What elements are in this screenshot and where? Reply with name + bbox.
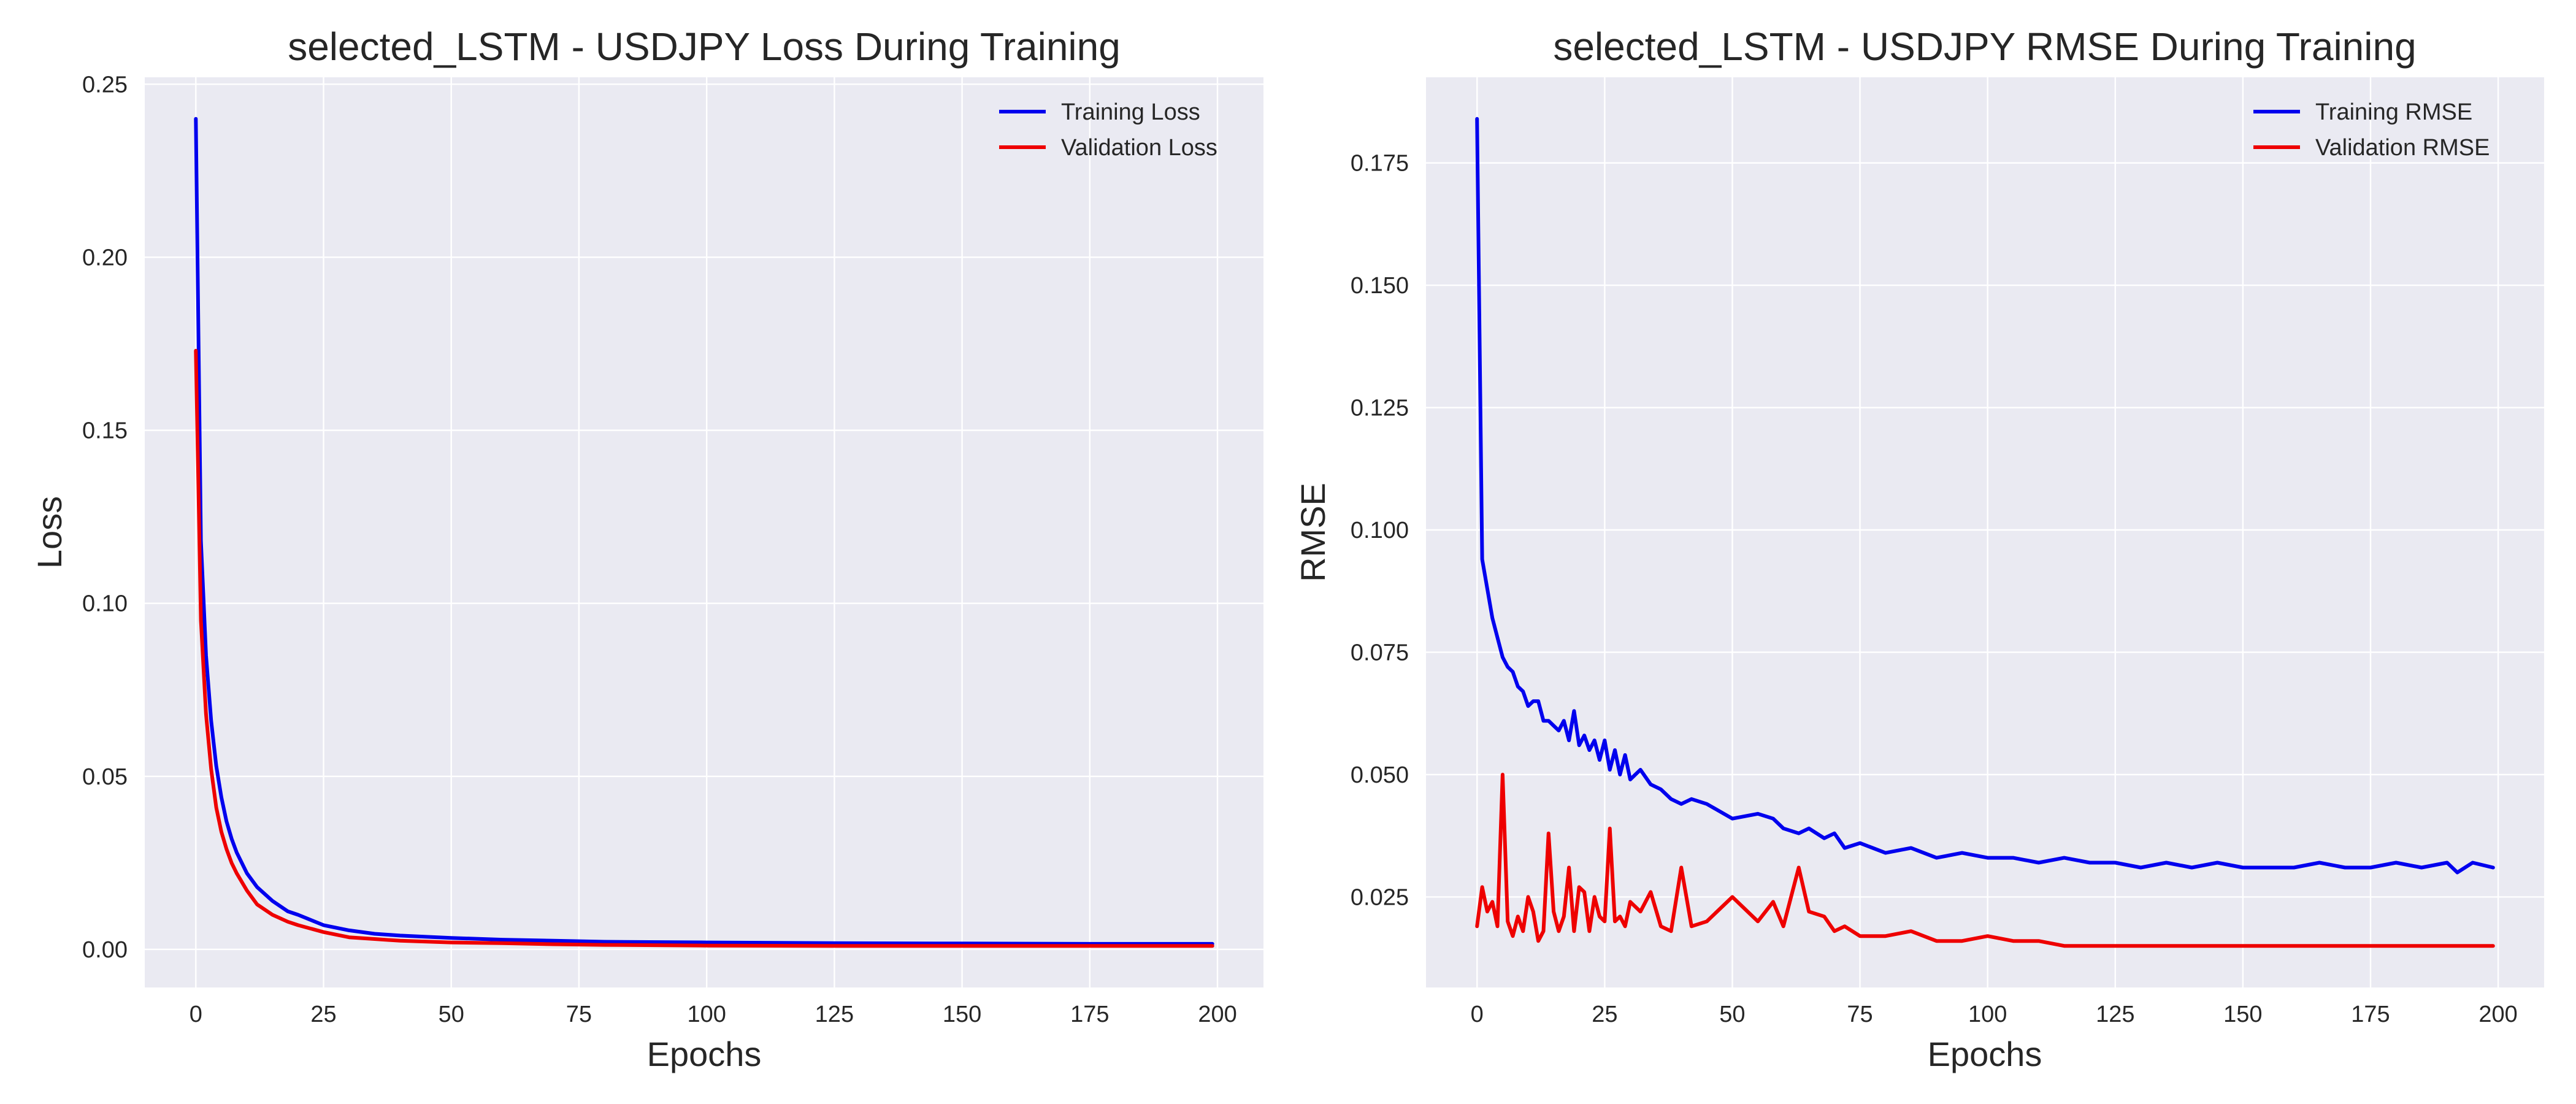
series-lines	[1475, 117, 2495, 948]
series-line-training-loss	[194, 117, 1214, 946]
x-tick-label: 100	[1968, 1002, 2007, 1027]
grid-lines	[145, 77, 1263, 987]
loss-chart: selected_LSTM - USDJPY Loss During Train…	[30, 25, 1263, 1073]
x-tick-label: 0	[1471, 1002, 1484, 1027]
series-line-training-rmse	[1475, 117, 2495, 875]
y-tick-label: 0.10	[82, 591, 128, 617]
y-tick-label: 0.150	[1351, 273, 1409, 299]
rmse-chart: selected_LSTM - USDJPY RMSE During Train…	[1294, 25, 2544, 1073]
x-tick-label: 75	[566, 1002, 592, 1027]
x-tick-label: 50	[439, 1002, 464, 1027]
chart-title: selected_LSTM - USDJPY Loss During Train…	[288, 25, 1121, 69]
x-tick-label: 125	[2096, 1002, 2134, 1027]
legend: Training RMSE Validation RMSE	[2253, 99, 2490, 161]
y-axis-label: RMSE	[1294, 483, 1332, 582]
x-tick-label: 175	[2351, 1002, 2390, 1027]
y-tick-label: 0.00	[82, 937, 128, 963]
x-axis-ticks: 0 25 50 75 100 125 150 175 200	[190, 1002, 1237, 1027]
x-tick-label: 200	[2478, 1002, 2517, 1027]
x-tick-label: 50	[1719, 1002, 1745, 1027]
plot-area	[145, 77, 1263, 987]
y-tick-label: 0.25	[82, 72, 128, 98]
plot-area	[1426, 77, 2544, 987]
y-tick-label: 0.175	[1351, 151, 1409, 177]
y-tick-label: 0.20	[82, 245, 128, 270]
legend-label-training-loss: Training Loss	[1061, 99, 1200, 125]
y-axis-ticks: 0.025 0.050 0.075 0.100 0.125 0.150 0.175	[1351, 151, 1409, 911]
y-axis-ticks: 0.00 0.05 0.10 0.15 0.20 0.25	[82, 72, 128, 963]
grid-lines	[1426, 77, 2544, 987]
x-tick-label: 200	[1198, 1002, 1236, 1027]
legend-label-training-rmse: Training RMSE	[2315, 99, 2472, 125]
x-axis-ticks: 0 25 50 75 100 125 150 175 200	[1471, 1002, 2518, 1027]
chart-title: selected_LSTM - USDJPY RMSE During Train…	[1553, 25, 2416, 69]
x-tick-label: 125	[815, 1002, 854, 1027]
legend: Training Loss Validation Loss	[999, 99, 1217, 161]
series-lines	[194, 117, 1214, 948]
x-tick-label: 0	[190, 1002, 202, 1027]
x-tick-label: 150	[943, 1002, 981, 1027]
x-tick-label: 75	[1847, 1002, 1873, 1027]
series-line-validation-loss	[194, 348, 1214, 948]
x-tick-label: 25	[1592, 1002, 1617, 1027]
y-tick-label: 0.050	[1351, 762, 1409, 788]
x-axis-label: Epochs	[1928, 1035, 2042, 1073]
y-tick-label: 0.025	[1351, 884, 1409, 910]
y-axis-label: Loss	[30, 496, 69, 569]
legend-label-validation-rmse: Validation RMSE	[2315, 135, 2490, 161]
legend-label-validation-loss: Validation Loss	[1061, 135, 1217, 161]
x-tick-label: 25	[310, 1002, 336, 1027]
y-tick-label: 0.05	[82, 764, 128, 790]
y-tick-label: 0.100	[1351, 518, 1409, 543]
x-tick-label: 100	[687, 1002, 726, 1027]
y-tick-label: 0.125	[1351, 396, 1409, 421]
y-tick-label: 0.15	[82, 418, 128, 444]
x-tick-label: 150	[2223, 1002, 2262, 1027]
y-tick-label: 0.075	[1351, 640, 1409, 665]
series-line-validation-rmse	[1475, 772, 2495, 948]
x-axis-label: Epochs	[647, 1035, 762, 1073]
x-tick-label: 175	[1070, 1002, 1109, 1027]
